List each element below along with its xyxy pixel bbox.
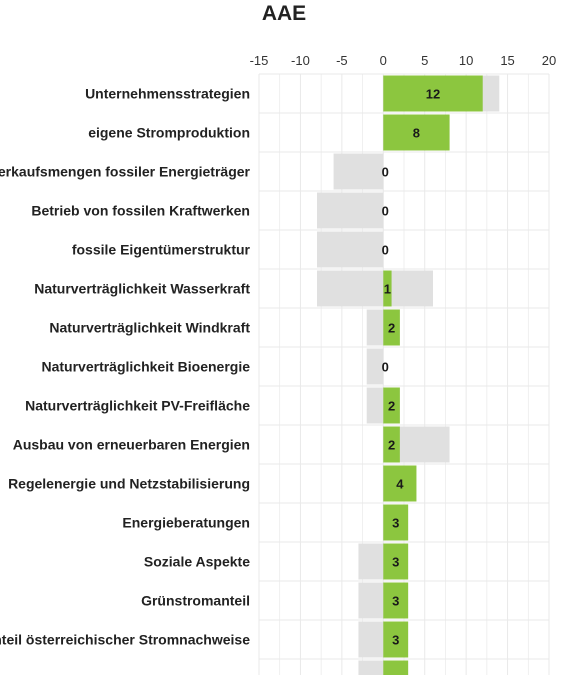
score-bar — [383, 465, 417, 502]
data-label: 12 — [426, 87, 440, 102]
range-bar — [317, 192, 384, 229]
data-label: 3 — [392, 633, 399, 648]
data-label: 2 — [388, 321, 395, 336]
x-tick-label: 5 — [421, 53, 428, 68]
x-tick-label: 15 — [500, 53, 514, 68]
category-label: Regelenergie und Netzstabilisierung — [8, 476, 250, 492]
x-tick-label: 10 — [459, 53, 473, 68]
data-label: 1 — [384, 282, 391, 297]
category-label: Soziale Aspekte — [144, 554, 250, 570]
data-label: 4 — [396, 477, 404, 492]
data-label: 0 — [382, 360, 389, 375]
score-bar — [383, 270, 392, 307]
score-bar — [383, 582, 409, 619]
score-bar — [383, 309, 400, 346]
data-label: 0 — [382, 165, 389, 180]
range-bar — [317, 270, 433, 307]
data-label: 0 — [382, 204, 389, 219]
score-bar — [383, 426, 400, 463]
category-label: eigene Stromproduktion — [88, 125, 250, 141]
category-label: Verkaufsmengen fossiler Energieträger — [0, 164, 251, 180]
score-bar — [383, 75, 483, 112]
category-label: Naturverträglichkeit Windkraft — [49, 320, 250, 336]
score-bar — [383, 621, 409, 658]
category-label: Anteil österreichischer Stromnachweise — [0, 632, 250, 648]
range-bar — [333, 153, 384, 190]
score-bar — [383, 114, 450, 151]
data-label: 2 — [388, 438, 395, 453]
x-tick-label: -5 — [336, 53, 348, 68]
range-bar — [366, 348, 384, 385]
score-bar — [383, 660, 409, 675]
score-bar — [383, 543, 409, 580]
data-label: 8 — [413, 126, 420, 141]
x-tick-label: 20 — [542, 53, 556, 68]
range-bar — [317, 231, 384, 268]
x-tick-label: -10 — [291, 53, 310, 68]
score-bar — [383, 387, 400, 424]
category-label: Ausbau von erneuerbaren Energien — [13, 437, 250, 453]
data-label: 0 — [382, 243, 389, 258]
data-label: 3 — [392, 594, 399, 609]
x-tick-label: 0 — [380, 53, 387, 68]
category-label: Naturverträglichkeit Bioenergie — [41, 359, 250, 375]
category-label: Unternehmensstrategien — [85, 86, 250, 102]
data-label: 2 — [388, 399, 395, 414]
chart-title: AAE — [262, 2, 306, 25]
category-label: Energieberatungen — [122, 515, 250, 531]
category-label: Naturverträglichkeit Wasserkraft — [34, 281, 250, 297]
score-bar — [383, 504, 409, 541]
category-label: Betrieb von fossilen Kraftwerken — [31, 203, 250, 219]
data-label: 3 — [392, 555, 399, 570]
category-label: Grünstromanteil — [141, 593, 250, 609]
data-label: 3 — [392, 516, 399, 531]
category-label: Naturverträglichkeit PV-Freifläche — [25, 398, 250, 414]
category-label: fossile Eigentümerstruktur — [72, 242, 251, 258]
x-tick-label: -15 — [250, 53, 269, 68]
